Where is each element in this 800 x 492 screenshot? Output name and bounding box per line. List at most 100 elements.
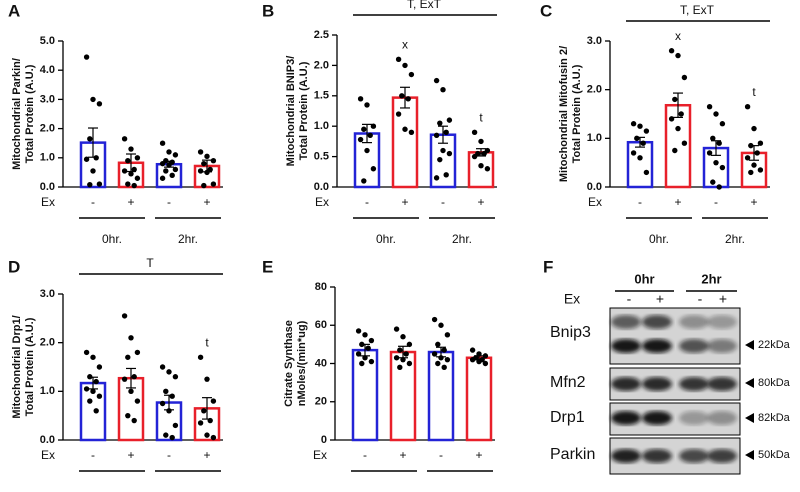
data-point: [719, 121, 726, 127]
data-point: [204, 432, 210, 438]
data-point: [637, 155, 643, 161]
data-point: [210, 158, 217, 164]
data-point: [482, 353, 489, 359]
y-axis-label: Mitochondrial BNIP3/: [285, 56, 297, 167]
significance-mark: t: [752, 85, 756, 99]
data-point: [395, 111, 402, 117]
data-point: [484, 166, 491, 172]
group-label: 0hr.: [649, 232, 669, 246]
data-point: [675, 125, 681, 132]
data-point: [121, 376, 128, 382]
data-point: [163, 388, 169, 395]
y-axis-label: Total Protein (A.U.): [24, 64, 36, 163]
data-point: [362, 332, 368, 338]
blot-band: [611, 315, 641, 329]
y-axis-label: Mitochondrial Drp1/: [11, 315, 23, 418]
data-point: [435, 341, 441, 348]
data-point: [405, 96, 411, 102]
data-point: [96, 101, 103, 107]
data-point: [93, 408, 99, 414]
y-tick-label: 3.0: [40, 288, 55, 300]
data-point: [469, 356, 476, 363]
data-point: [748, 169, 754, 176]
bar: [391, 96, 419, 189]
bar: [465, 356, 493, 442]
data-point: [90, 168, 96, 174]
y-tick-label: 2.0: [40, 337, 55, 349]
data-point: [368, 337, 375, 344]
data-point: [440, 87, 446, 93]
bar: [351, 348, 379, 442]
x-tick-label: -: [365, 195, 369, 209]
x-tick-label: +: [399, 448, 406, 462]
data-point: [672, 96, 678, 103]
data-point: [471, 153, 478, 160]
data-point: [408, 129, 415, 135]
blot-band: [611, 339, 641, 353]
data-point: [159, 400, 166, 407]
x-tick-label: +: [475, 448, 482, 462]
group-label: 0hr.: [102, 232, 122, 246]
data-point: [431, 351, 438, 357]
data-point: [441, 347, 447, 353]
data-point: [751, 125, 757, 132]
data-point: [399, 93, 405, 99]
data-point: [169, 393, 175, 399]
data-point: [210, 398, 217, 404]
blot-band: [707, 339, 737, 353]
data-point: [204, 153, 210, 160]
y-tick-label: 2.0: [587, 84, 602, 96]
data-point: [668, 116, 675, 122]
data-point: [370, 123, 377, 129]
data-point: [169, 172, 175, 179]
data-point: [713, 111, 719, 117]
blot-band: [707, 411, 737, 425]
data-point: [172, 166, 179, 173]
data-point: [163, 168, 169, 174]
blot-group-label: 2hr: [701, 271, 721, 286]
y-tick-label: 1.0: [40, 385, 55, 397]
data-point: [357, 136, 364, 143]
data-point: [446, 117, 453, 123]
data-point: [444, 356, 451, 363]
data-point: [197, 420, 204, 426]
y-tick-label: 1.5: [314, 90, 329, 102]
data-point: [364, 102, 370, 108]
data-point: [403, 351, 409, 357]
data-point: [96, 364, 103, 370]
header-label: T, ExT: [680, 3, 715, 17]
data-point: [443, 129, 449, 135]
data-point: [637, 123, 643, 129]
blot-band: [642, 339, 672, 353]
data-point: [87, 398, 93, 404]
data-point: [433, 77, 440, 84]
data-point: [197, 168, 204, 174]
data-point: [90, 96, 96, 103]
y-tick-label: 80: [315, 281, 327, 293]
data-point: [643, 128, 650, 134]
data-point: [471, 129, 478, 135]
x-row-label: Ex: [315, 195, 329, 209]
data-point: [201, 160, 207, 167]
y-tick-label: 0.5: [314, 151, 329, 163]
x-tick-label: +: [750, 195, 757, 209]
group-label: 0hr.: [376, 232, 396, 246]
panel-label: E: [262, 257, 273, 276]
data-point: [443, 172, 449, 178]
y-tick-label: 60: [315, 319, 327, 331]
data-point: [355, 351, 362, 357]
data-point: [131, 182, 137, 189]
blot-band: [707, 449, 737, 463]
data-point: [163, 432, 169, 438]
x-row-label: Ex: [41, 195, 55, 209]
ex-sign: -: [627, 291, 632, 307]
y-axis-label: Total Protein (A.U.): [571, 64, 583, 163]
blot-band: [611, 377, 641, 391]
x-tick-label: +: [477, 195, 484, 209]
data-point: [83, 386, 90, 392]
data-point: [446, 150, 453, 157]
data-point: [630, 150, 637, 156]
data-point: [172, 422, 179, 429]
data-point: [131, 374, 137, 380]
y-axis-label: Total Protein (A.U.): [298, 61, 310, 160]
